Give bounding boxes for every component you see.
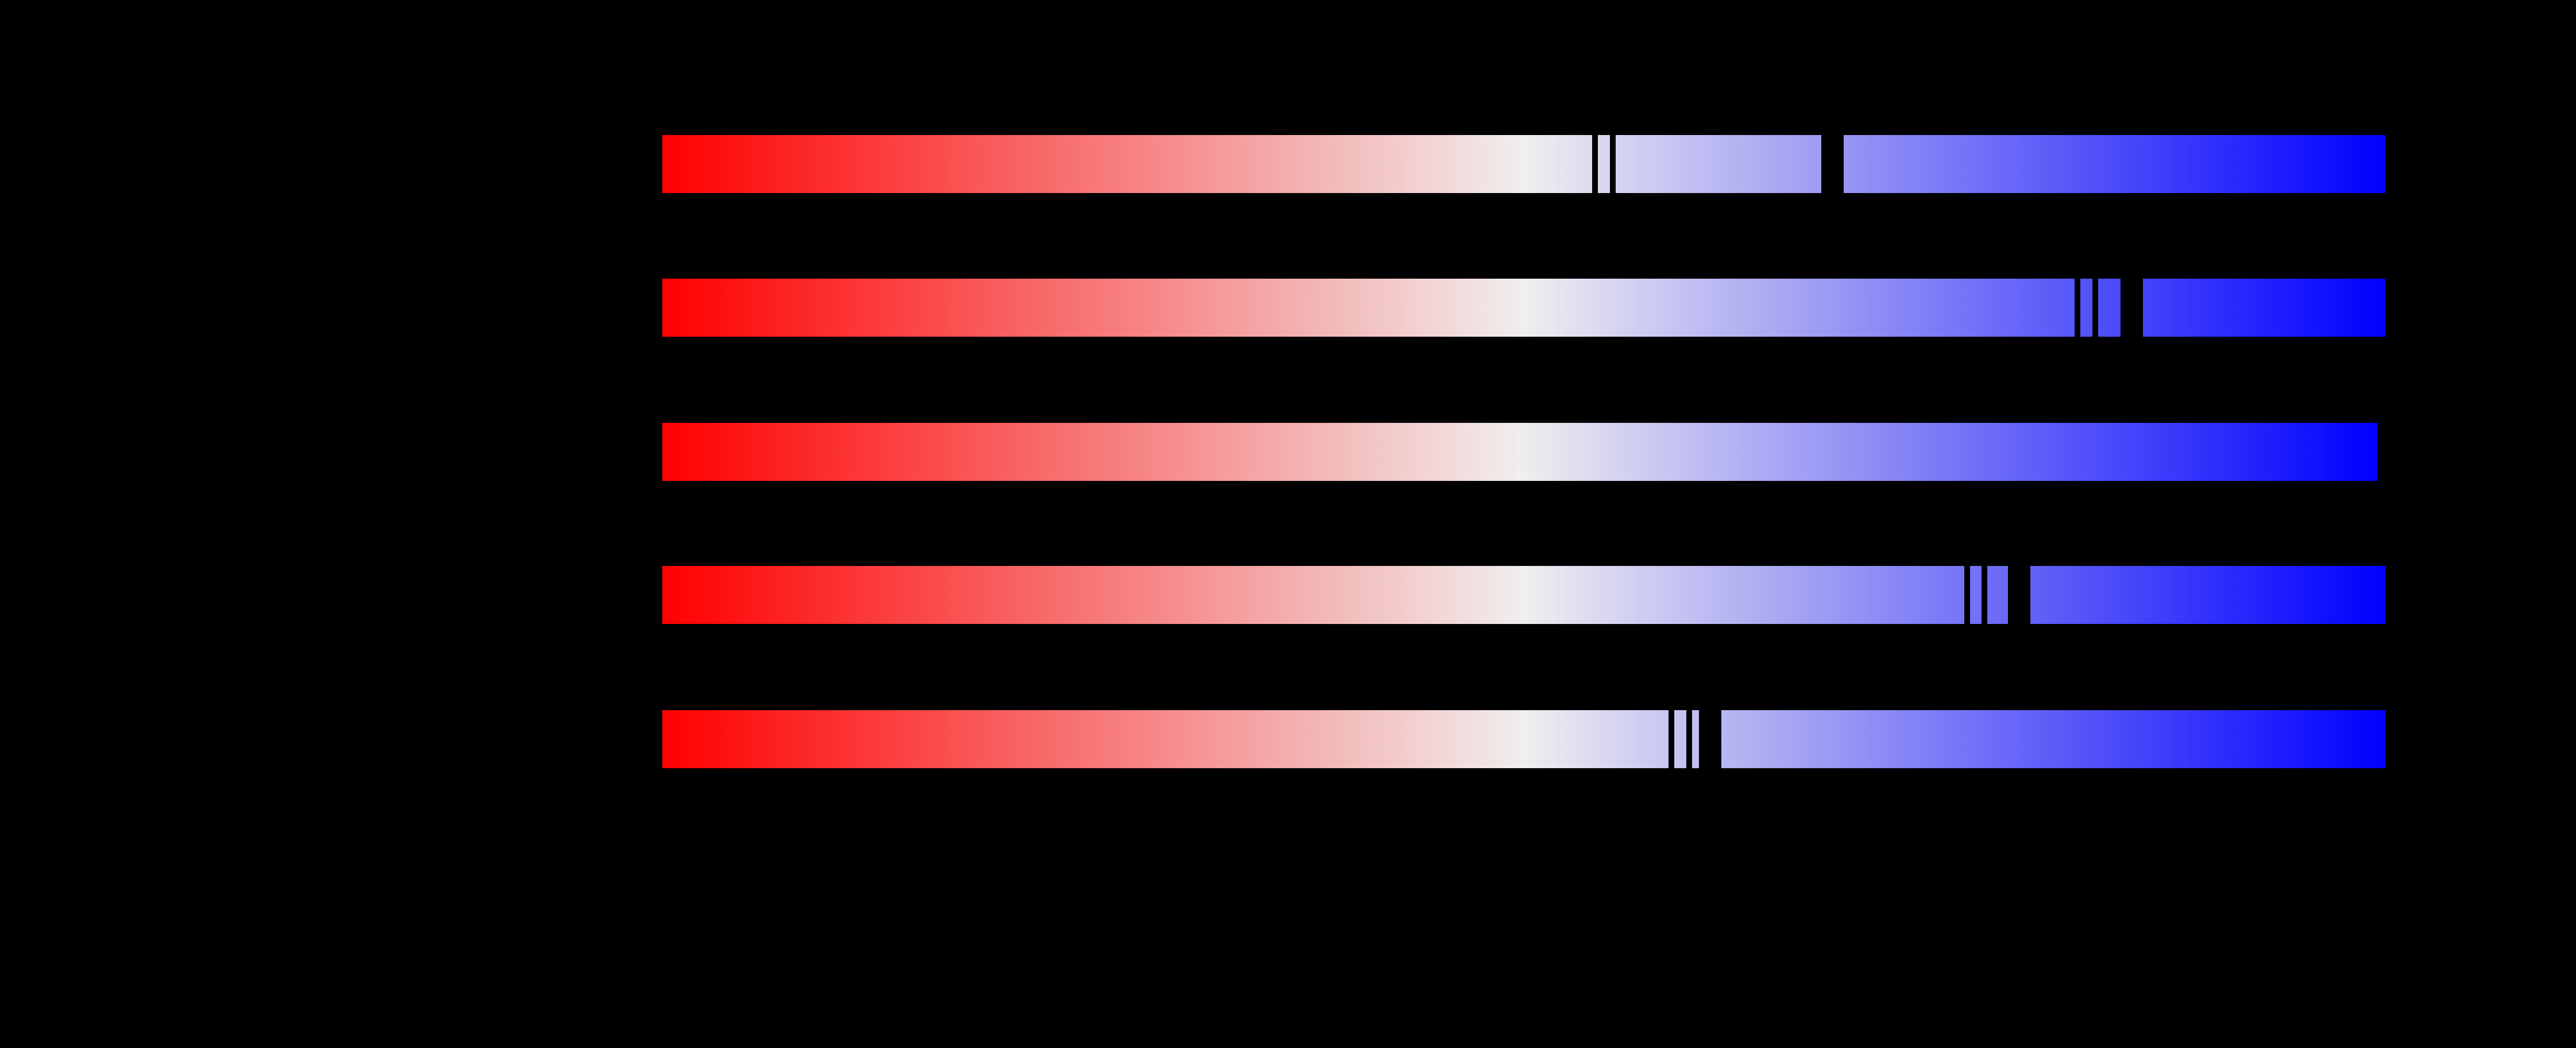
thin-tick-marker	[1592, 135, 1598, 193]
gradient-bar	[662, 566, 2385, 624]
thin-tick-marker	[1964, 566, 1970, 624]
thin-tick-marker	[1981, 566, 1987, 624]
thin-tick-marker	[1669, 710, 1675, 768]
gradient-bar	[662, 135, 2385, 193]
thick-tick-marker	[1821, 135, 1844, 193]
gradient-bar	[662, 279, 2385, 337]
thin-tick-marker	[1609, 135, 1616, 193]
gradient-bar	[662, 710, 2385, 768]
thin-tick-marker	[2074, 279, 2080, 337]
thin-tick-marker	[1686, 710, 1692, 768]
thin-tick-marker	[2092, 279, 2099, 337]
thick-tick-marker	[2120, 279, 2143, 337]
thick-tick-marker	[1698, 710, 1721, 768]
thick-tick-marker	[2008, 566, 2030, 624]
gradient-bar	[662, 423, 2377, 481]
